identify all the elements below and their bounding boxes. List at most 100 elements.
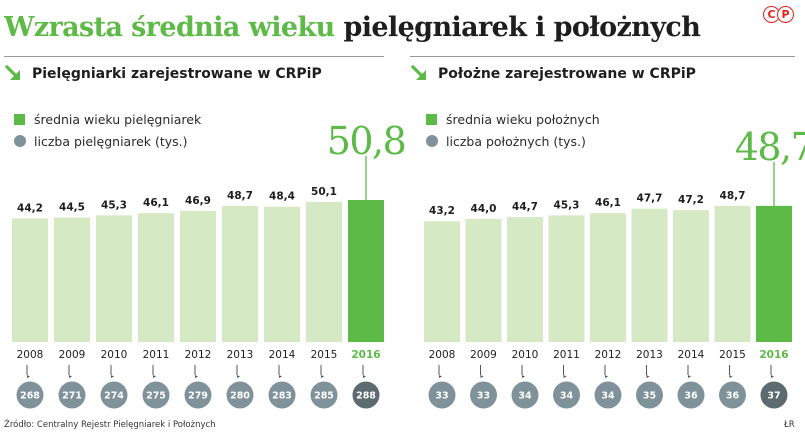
nurses-year-label: 2010 xyxy=(101,349,128,361)
legend-swatch-count xyxy=(14,135,26,147)
midwives-pointer-head xyxy=(563,375,567,378)
midwives-pointer-head xyxy=(605,375,608,378)
nurses-count-circle xyxy=(16,381,44,409)
midwives-year-label: 2015 xyxy=(719,349,746,361)
midwives-count-label: 33 xyxy=(477,391,490,402)
midwives-bar xyxy=(631,208,668,342)
nurses-year-label: 2012 xyxy=(185,349,212,361)
nurses-bar xyxy=(96,215,132,342)
nurses-count-label: 275 xyxy=(146,391,166,402)
nurses-value-label: 48,7 xyxy=(227,190,253,202)
midwives-value-label: 45,3 xyxy=(554,199,580,211)
midwives-count-circle xyxy=(511,381,539,409)
midwives-value-label: 47,7 xyxy=(637,193,663,205)
nurses-pointer-head xyxy=(69,375,72,378)
midwives-pointer-head xyxy=(729,375,733,378)
nurses-count-circle xyxy=(184,381,212,409)
midwives-year-label: 2013 xyxy=(636,349,663,361)
midwives-year-label: 2016 xyxy=(759,349,788,361)
midwives-pointer-head xyxy=(771,375,774,378)
midwives-count-label: 34 xyxy=(560,391,574,402)
nurses-value-label: 46,9 xyxy=(185,195,211,207)
midwives-bar xyxy=(714,205,751,342)
nurses-count-label: 268 xyxy=(20,391,40,402)
nurses-pointer-head xyxy=(111,375,114,378)
nurses-bar xyxy=(12,218,48,342)
nurses-value-label: 44,2 xyxy=(17,202,43,214)
nurses-year-label: 2014 xyxy=(269,349,296,361)
nurses-count-circle xyxy=(226,381,254,409)
midwives-bar xyxy=(756,205,792,342)
source-note: Źródło: Centralny Rejestr Pielęgniarek i… xyxy=(4,420,216,430)
nurses-panel-title: Pielęgniarki zarejestrowane w CRPiP xyxy=(32,66,322,82)
nurses-bar xyxy=(306,201,342,342)
nurses-pointer-head xyxy=(363,375,366,378)
midwives-value-label: 48,7 xyxy=(735,125,805,169)
legend-item-count: liczba pielęgniarek (tys.) xyxy=(14,130,201,152)
midwives-value-label: 48,7 xyxy=(720,190,746,202)
title-accent: Wzrasta średnia wieku xyxy=(4,12,335,43)
midwives-value-label: 44,7 xyxy=(512,201,538,213)
midwives-value-label: 43,2 xyxy=(429,205,455,217)
midwives-count-circle xyxy=(636,381,663,409)
midwives-bar xyxy=(424,221,460,342)
midwives-pointer-head xyxy=(688,375,691,378)
legend-swatch-count xyxy=(426,135,438,147)
nurses-count-circle xyxy=(100,381,128,409)
midwives-value-label: 47,2 xyxy=(678,194,704,206)
legend-label-age: średnia wieku pielęgniarek xyxy=(34,111,202,127)
midwives-count-circle xyxy=(677,381,705,409)
midwives-value-label: 46,1 xyxy=(595,197,621,209)
midwives-bar xyxy=(673,210,709,342)
nurses-year-label: 2011 xyxy=(143,349,170,361)
midwives-count-circle xyxy=(428,381,456,409)
nurses-bar xyxy=(348,200,384,342)
nurses-pointer-head xyxy=(279,375,282,378)
midwives-panel-header: Położne zarejestrowane w CRPiP xyxy=(410,64,696,84)
midwives-pointer-head xyxy=(522,375,525,378)
midwives-year-label: 2012 xyxy=(595,349,622,361)
legend-label-count: liczba pielęgniarek (tys.) xyxy=(34,133,188,149)
midwives-bar xyxy=(507,217,543,342)
nurses-value-label: 46,1 xyxy=(143,197,169,209)
midwives-count-label: 34 xyxy=(601,391,615,402)
nurses-count-label: 285 xyxy=(314,391,334,402)
left-divider xyxy=(4,56,384,57)
midwives-bar xyxy=(548,215,585,342)
nurses-count-label: 271 xyxy=(62,391,82,402)
legend-item-count: liczba położnych (tys.) xyxy=(426,130,600,152)
nurses-pointer-head xyxy=(195,375,198,378)
right-divider xyxy=(410,56,795,57)
nurses-bar xyxy=(138,213,174,342)
nurses-year-label: 2008 xyxy=(17,349,44,361)
nurses-count-label: 288 xyxy=(356,391,376,402)
legend-swatch-age xyxy=(426,113,437,125)
logo-p-icon: P xyxy=(777,6,794,23)
legend-swatch-age xyxy=(14,113,25,125)
midwives-pointer-head xyxy=(439,375,442,378)
midwives-count-label: 33 xyxy=(435,391,448,402)
nurses-pointer-head xyxy=(153,375,156,378)
nurses-pointer-head xyxy=(237,375,240,378)
midwives-year-label: 2011 xyxy=(553,349,580,361)
arrow-down-right-icon xyxy=(410,64,427,81)
nurses-count-label: 279 xyxy=(188,391,208,402)
midwives-year-label: 2008 xyxy=(429,349,456,361)
midwives-count-label: 36 xyxy=(726,391,740,402)
midwives-pointer-head xyxy=(646,375,650,378)
nurses-count-label: 274 xyxy=(104,391,124,402)
midwives-bar xyxy=(465,219,502,342)
midwives-pointer-head xyxy=(480,375,484,378)
nurses-value-label: 48,4 xyxy=(269,191,295,203)
arrow-down-right-icon xyxy=(4,64,21,81)
nurses-legend: średnia wieku pielęgniarek liczba pielęg… xyxy=(14,108,201,152)
nurses-pointer-head xyxy=(27,375,30,378)
midwives-year-label: 2009 xyxy=(470,349,497,361)
nurses-value-label: 44,5 xyxy=(59,202,85,214)
midwives-count-label: 36 xyxy=(684,391,698,402)
nurses-panel-header: Pielęgniarki zarejestrowane w CRPiP xyxy=(4,64,322,84)
nurses-bar xyxy=(180,210,216,342)
nurses-year-label: 2009 xyxy=(59,349,86,361)
nurses-count-circle xyxy=(310,381,338,409)
